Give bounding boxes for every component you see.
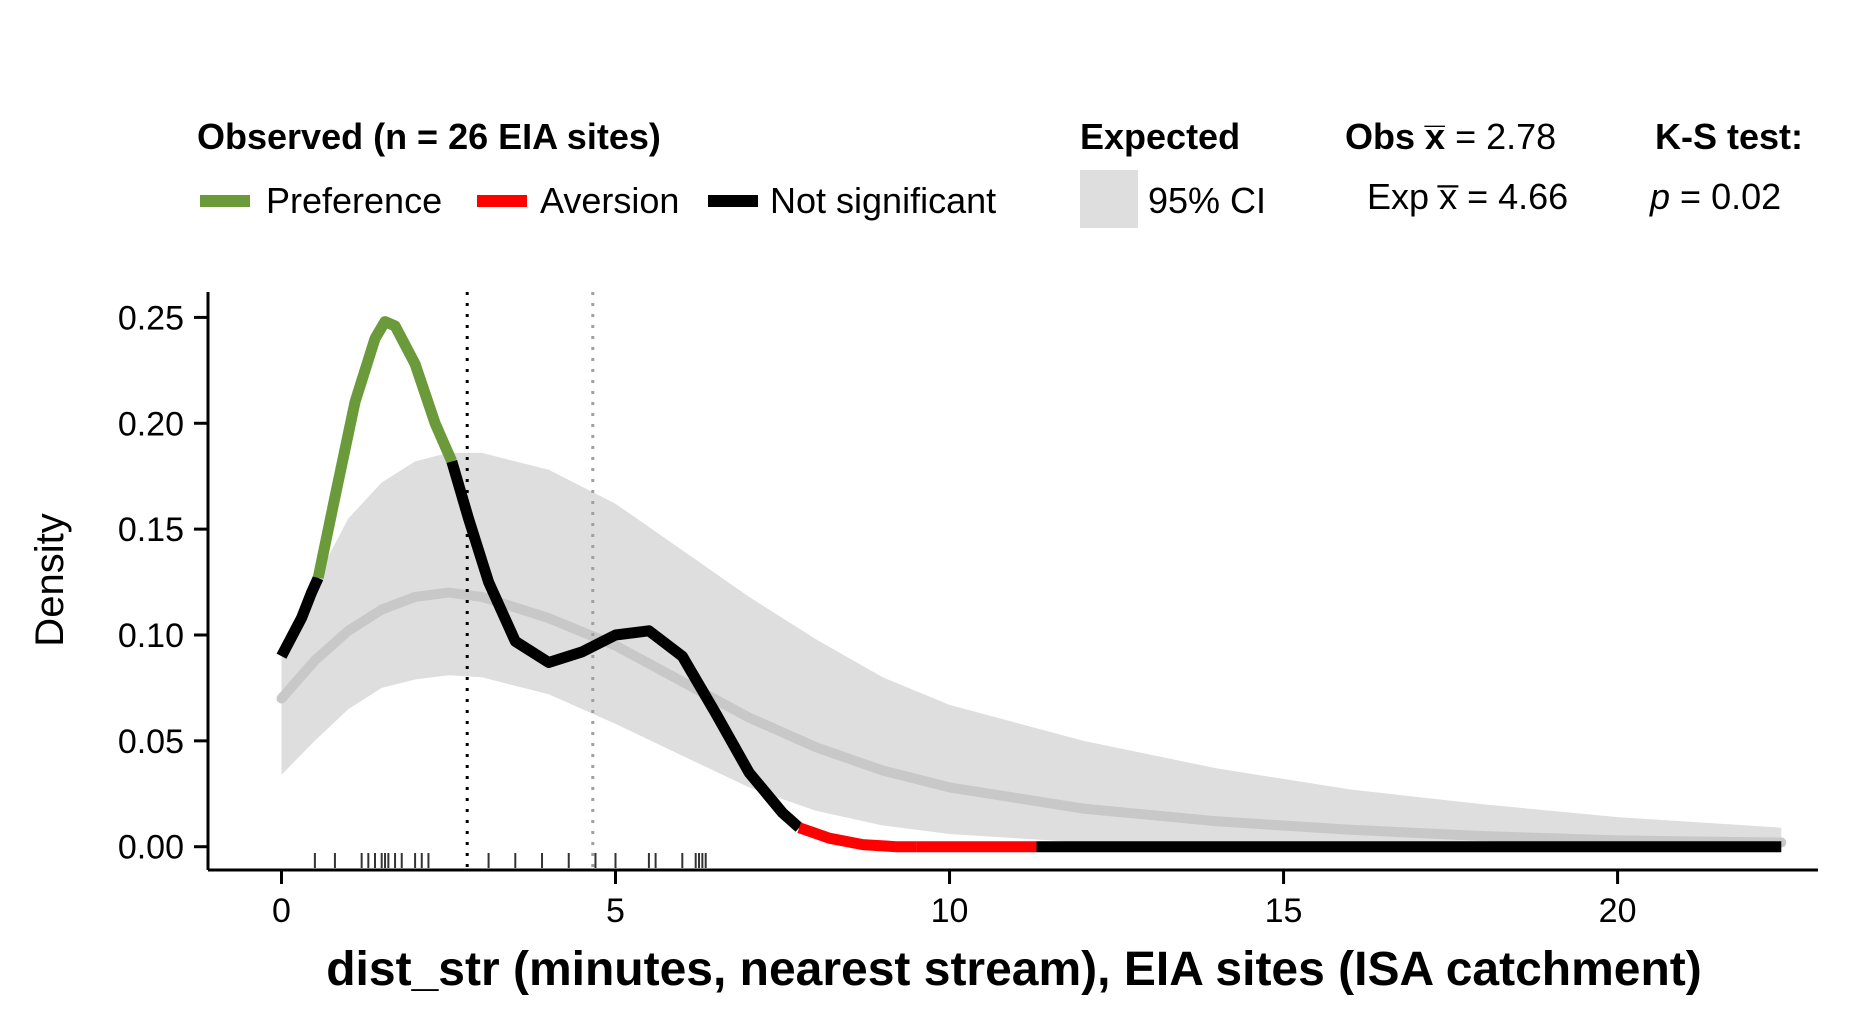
exp-mean-prefix: Exp	[1367, 176, 1429, 217]
legend-means: Obs x̅ = 2.78 Exp x̅ = 4.66	[1345, 116, 1568, 217]
legend-not-significant-swatch	[708, 195, 758, 207]
y-tick-label-3: 0.15	[118, 511, 184, 549]
x-tick-label-0: 0	[272, 892, 291, 930]
observed-segment-not-significant-2	[446, 459, 803, 832]
exp-mean-value: = 4.66	[1467, 176, 1568, 217]
obs-mean-value: = 2.78	[1455, 116, 1556, 157]
x-tick-label-2: 10	[931, 892, 969, 930]
y-tick-label-5: 0.25	[118, 299, 184, 337]
y-axis-title: Density	[28, 513, 72, 646]
ks-p-label: p = 0.02	[1649, 176, 1781, 217]
legend-preference-label: Preference	[266, 180, 442, 221]
observed-density-curve	[276, 316, 1782, 853]
obs-mean-symbol: x̅	[1424, 116, 1446, 157]
legend-expected-title: Expected	[1080, 116, 1240, 157]
obs-mean-label: Obs x̅ = 2.78	[1345, 116, 1556, 157]
legend-ci-label: 95% CI	[1148, 180, 1266, 221]
observed-segment-aversion-3	[797, 822, 917, 853]
ks-test-title: K-S test:	[1655, 116, 1803, 157]
axes: 0.00 0.05 0.10 0.15 0.20 0.25 0 5 10 15 20	[118, 292, 1818, 930]
x-axis-title: dist_str (minutes, nearest stream), EIA …	[326, 943, 1702, 996]
legend-preference-swatch	[200, 195, 250, 207]
obs-mean-prefix: Obs	[1345, 116, 1415, 157]
legend-observed: Observed (n = 26 EIA sites) Preference A…	[197, 116, 996, 221]
observed-segment-not-significant-0	[276, 575, 324, 659]
x-tick-label-3: 15	[1265, 892, 1303, 930]
ks-p-value: = 0.02	[1680, 176, 1781, 217]
expected-mean-curve	[276, 587, 1787, 848]
exp-mean-symbol: x̅	[1437, 176, 1459, 217]
legend-aversion-swatch	[477, 195, 527, 207]
ks-p-symbol: p	[1649, 176, 1670, 217]
expected-ci-band	[281, 452, 1782, 847]
rug-marks	[313, 853, 707, 868]
expected-line	[276, 587, 1787, 848]
legend-ks-test: K-S test: p = 0.02	[1649, 116, 1803, 217]
y-tick-label-1: 0.05	[118, 723, 184, 761]
mean-lines	[465, 292, 595, 870]
legend-aversion-label: Aversion	[540, 180, 679, 221]
ci-band-area	[281, 452, 1782, 847]
legend-not-significant-label: Not significant	[770, 180, 996, 221]
exp-mean-label: Exp x̅ = 4.66	[1367, 176, 1568, 217]
x-tick-label-1: 5	[606, 892, 625, 930]
legend-expected: Expected 95% CI	[1080, 116, 1266, 228]
x-tick-label-4: 20	[1599, 892, 1637, 930]
observed-segment-preference-1	[312, 316, 457, 579]
legend-ci-swatch	[1080, 170, 1138, 228]
y-tick-label-2: 0.10	[118, 617, 184, 655]
y-tick-label-0: 0.00	[118, 829, 184, 867]
y-tick-label-4: 0.20	[118, 405, 184, 443]
legend-observed-title: Observed (n = 26 EIA sites)	[197, 116, 661, 157]
